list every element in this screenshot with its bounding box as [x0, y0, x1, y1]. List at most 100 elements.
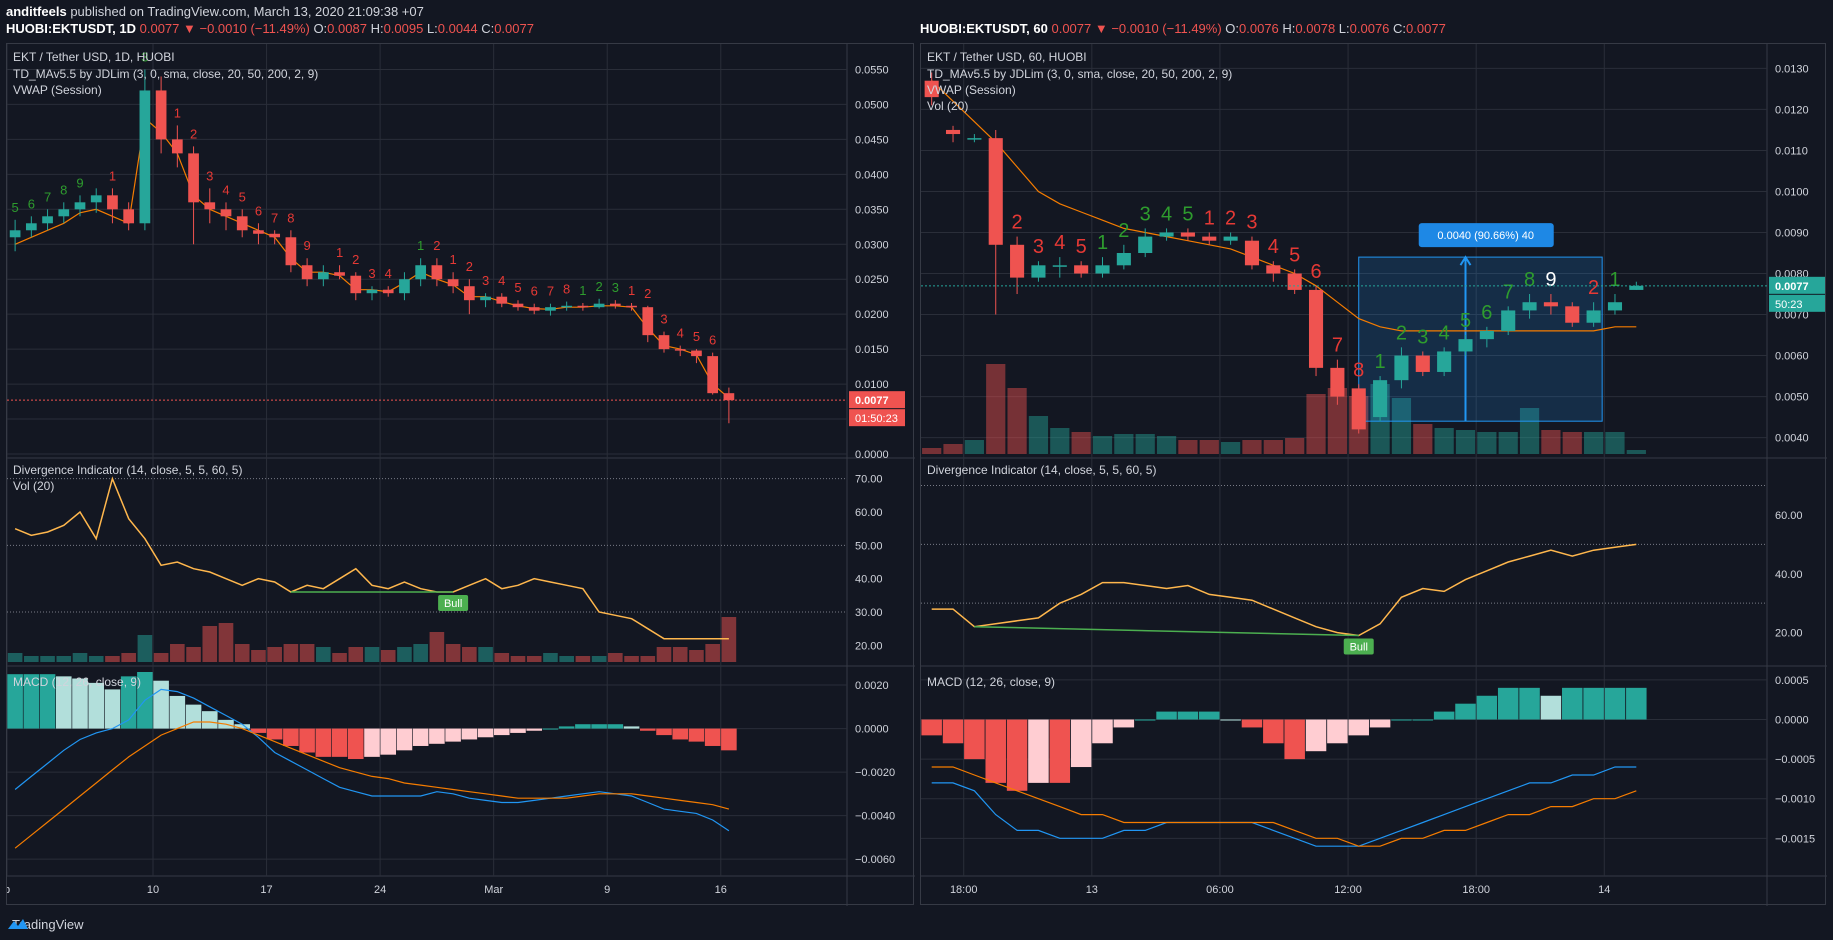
macd-histogram-bar [331, 728, 348, 757]
right-symbol[interactable]: HUOBI:EKTUSDT, 60 [920, 21, 1048, 36]
candle-body [253, 230, 264, 234]
macd-histogram-bar [1092, 719, 1113, 744]
td-sequential-label: 2 [1225, 207, 1236, 229]
sub-volume-bar [543, 653, 558, 662]
candle-body [9, 230, 21, 238]
candle-body [123, 209, 135, 224]
sub-volume-bar [721, 617, 737, 662]
indicator-title: TD_MAv5.5 by JDLim (3, 0, sma, close, 20… [13, 67, 318, 81]
daily-chart-panel[interactable]: 0.0550 0.0500 0.0450 0.0400 0.0350 0.0300 0.02… [6, 43, 915, 906]
macd-histogram-bar [526, 728, 543, 731]
macd-histogram-bar [1583, 687, 1604, 720]
indicator-title: Divergence Indicator (14, close, 5, 5, 6… [13, 463, 242, 477]
td-sequential-label: 2 [466, 259, 473, 274]
indicator-title: VWAP (Session) [13, 83, 102, 97]
left-symbol[interactable]: HUOBI:EKTUSDT, 1D [6, 21, 137, 36]
hourly-chart-panel[interactable]: 0.0130 0.0120 0.0110 0.0100 0.0090 0.0080 0.00… [920, 43, 1827, 906]
td-sequential-label: 2 [1118, 220, 1129, 242]
td-sequential-label: 7 [44, 189, 51, 204]
div-tick-label: 60.00 [1775, 510, 1803, 522]
td-sequential-label: 2 [352, 252, 359, 267]
macd-histogram-bar [201, 711, 218, 729]
sub-volume-bar [316, 647, 331, 662]
candle-body [447, 279, 459, 287]
macd-histogram-bar [1476, 695, 1498, 720]
div-tick-label: 40.00 [1775, 569, 1803, 581]
td-sequential-label: 4 [1161, 203, 1172, 225]
time-tick-label: Mar [484, 884, 503, 896]
macd-histogram-bar [477, 728, 494, 738]
sub-volume-bar [121, 653, 136, 662]
td-sequential-label: 5 [239, 189, 246, 204]
macd-histogram-bar [591, 724, 607, 729]
time-tick-label: 12:00 [1334, 884, 1362, 896]
price-tick-label: 0.0550 [855, 64, 889, 76]
macd-histogram-bar [412, 728, 429, 746]
td-sequential-label: 7 [1332, 335, 1343, 357]
candle-body [74, 202, 86, 210]
td-sequential-label: 9 [1545, 269, 1556, 291]
candle-body [1202, 236, 1217, 241]
countdown-box [1769, 294, 1825, 312]
volume-bar [1242, 440, 1262, 454]
sub-volume-bar [153, 653, 169, 662]
volume-bar [1221, 442, 1241, 454]
td-sequential-label: 5 [11, 200, 18, 215]
candle-body [1607, 302, 1623, 311]
candle-body [285, 237, 297, 266]
divergence-line [14, 476, 729, 640]
right-o: 0.0076 [1239, 21, 1279, 36]
sub-volume-bar [72, 653, 88, 662]
macd-histogram-bar [283, 728, 299, 746]
candle-body [25, 223, 37, 231]
candle-body [155, 90, 167, 140]
td-sequential-label: 1 [628, 283, 635, 298]
tradingview-footer[interactable]: TradingView [6, 917, 84, 932]
last-price-label: 0.0077 [855, 395, 889, 407]
author-name[interactable]: anditfeels [6, 4, 67, 19]
time-tick-label: 18:00 [1462, 884, 1490, 896]
candle-body [707, 356, 719, 394]
td-sequential-label: 3 [482, 273, 489, 288]
macd-histogram-bar [380, 728, 397, 755]
macd-histogram-bar [461, 728, 478, 740]
macd-histogram-bar [315, 728, 332, 757]
price-tick-label: 0.0500 [855, 99, 889, 111]
right-o-label: O: [1225, 21, 1240, 36]
div-tick-label: 40.00 [855, 574, 883, 586]
candle-body [1052, 265, 1067, 267]
measure-arrow-head [1459, 255, 1472, 266]
hourly-chart-svg[interactable]: 0.01300.01200.01100.01000.00900.00800.00… [921, 44, 1827, 906]
macd-histogram-bar [1348, 719, 1369, 736]
td-sequential-label: 5 [693, 329, 700, 344]
candle-body [90, 195, 102, 203]
td-sequential-label: 6 [531, 284, 538, 299]
last-price-box [849, 391, 905, 409]
td-sequential-label: 3 [612, 280, 619, 295]
td-sequential-label: 8 [1524, 269, 1535, 291]
right-symbol-line: HUOBI:EKTUSDT, 60 0.0077 ▼ −0.0010 (−11.… [920, 21, 1446, 36]
macd-tick-label: 0.0000 [855, 724, 889, 736]
sub-volume-bar [40, 656, 55, 662]
sub-volume-bar [105, 656, 120, 662]
candle-body [1116, 253, 1131, 266]
candle-body [626, 305, 637, 308]
bull-badge [438, 595, 469, 611]
td-sequential-label: 1 [1375, 351, 1386, 373]
volume-bar [964, 440, 984, 454]
sub-volume-bar [689, 650, 704, 662]
daily-chart-svg[interactable]: 0.0550 0.0500 0.0450 0.0400 0.0350 0.0300 0.02… [7, 44, 915, 906]
right-h: 0.0078 [1295, 21, 1336, 36]
candle-body [236, 216, 248, 231]
td-sequential-label: 6 [1481, 302, 1492, 324]
volume-bar [1498, 432, 1518, 454]
right-c: 0.0077 [1406, 21, 1446, 36]
td-sequential-label: 3 [1033, 236, 1044, 258]
price-tick-label: 0.0350 [855, 204, 889, 216]
volume-bar [1541, 430, 1561, 454]
candle-body [609, 303, 621, 306]
candle-body [480, 296, 491, 301]
candle-body [204, 202, 216, 210]
candle-body [691, 350, 702, 357]
volume-bar [1306, 394, 1326, 454]
